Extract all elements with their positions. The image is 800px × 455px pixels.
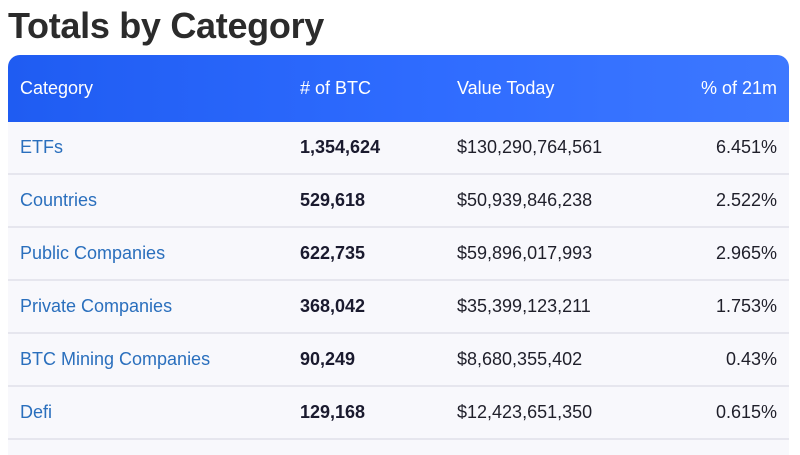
percent-cell: 2.522% xyxy=(715,190,777,210)
table-row: Public Companies 622,735 $59,896,017,993… xyxy=(8,228,789,281)
table-row: Countries 529,618 $50,939,846,238 2.522% xyxy=(8,175,789,228)
category-link[interactable]: ETFs xyxy=(20,137,63,157)
value-today-cell: $35,399,123,211 xyxy=(457,296,591,316)
table-row: BTC Mining Companies 90,249 $8,680,355,4… xyxy=(8,334,789,387)
category-link[interactable]: Public Companies xyxy=(20,243,166,263)
header-btc-count[interactable]: # of BTC xyxy=(300,78,372,98)
header-percent-of-21m[interactable]: % of 21m xyxy=(700,78,777,98)
table-body: ETFs 1,354,624 $130,290,764,561 6.451% C… xyxy=(8,122,789,440)
table-row: ETFs 1,354,624 $130,290,764,561 6.451% xyxy=(8,122,789,175)
percent-cell: 1.753% xyxy=(715,296,777,316)
value-today-cell: $130,290,764,561 xyxy=(457,137,603,157)
btc-count-cell: 622,735 xyxy=(300,243,366,263)
percent-cell: 2.965% xyxy=(715,243,777,263)
header-category[interactable]: Category xyxy=(20,78,94,98)
btc-count-cell: 368,042 xyxy=(300,296,366,316)
category-link[interactable]: BTC Mining Companies xyxy=(20,349,211,369)
header-value-today[interactable]: Value Today xyxy=(457,78,555,98)
table-header-row: Category # of BTC Value Today % of 21m xyxy=(8,55,789,122)
page-title: Totals by Category xyxy=(8,5,324,46)
table-row: Private Companies 368,042 $35,399,123,21… xyxy=(8,281,789,334)
category-link[interactable]: Defi xyxy=(20,402,53,422)
totals-table: Category # of BTC Value Today % of 21m E… xyxy=(8,55,789,455)
percent-cell: 0.615% xyxy=(715,402,777,422)
btc-count-cell: 1,354,624 xyxy=(300,137,381,157)
value-today-cell: $12,423,651,350 xyxy=(457,402,593,422)
value-today-cell: $8,680,355,402 xyxy=(457,349,583,369)
table-row: Defi 129,168 $12,423,651,350 0.615% xyxy=(8,387,789,440)
percent-cell: 6.451% xyxy=(715,137,777,157)
percent-cell: 0.43% xyxy=(725,349,777,369)
btc-count-cell: 529,618 xyxy=(300,190,366,210)
value-today-cell: $59,896,017,993 xyxy=(457,243,593,263)
btc-count-cell: 90,249 xyxy=(300,349,356,369)
category-link[interactable]: Countries xyxy=(20,190,98,210)
btc-count-cell: 129,168 xyxy=(300,402,366,422)
category-link[interactable]: Private Companies xyxy=(20,296,173,316)
value-today-cell: $50,939,846,238 xyxy=(457,190,593,210)
